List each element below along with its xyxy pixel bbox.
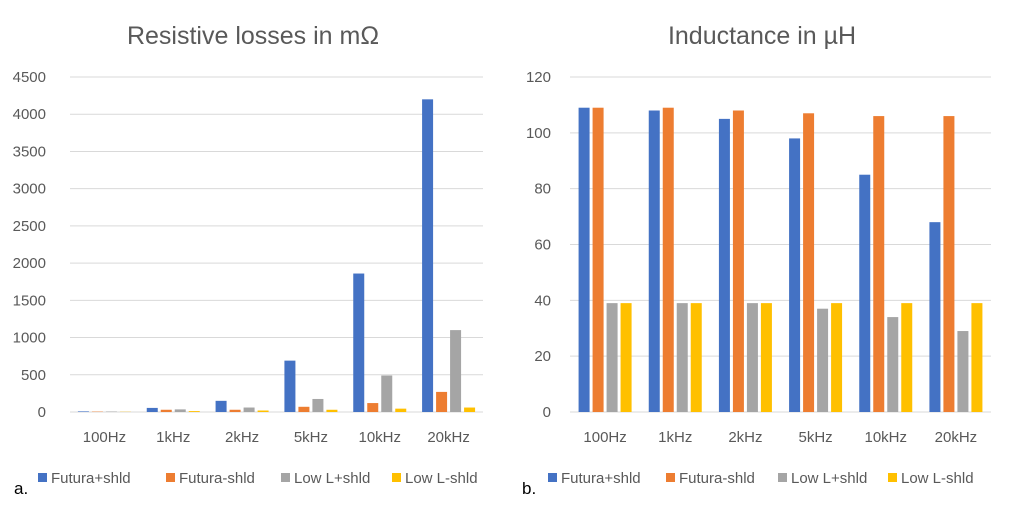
y-tick-label: 3500 bbox=[13, 143, 46, 160]
bar bbox=[901, 303, 913, 412]
bar bbox=[450, 330, 462, 412]
bar bbox=[353, 273, 365, 412]
legend-label: Low L-shld bbox=[405, 470, 478, 487]
y-tick-label: 1500 bbox=[13, 292, 46, 309]
bar bbox=[578, 107, 590, 412]
bar bbox=[284, 360, 296, 412]
bar bbox=[367, 403, 379, 412]
y-tick-label: 120 bbox=[526, 69, 551, 86]
panel-label: b. bbox=[522, 479, 536, 498]
legend-swatch bbox=[888, 473, 897, 482]
bar bbox=[817, 308, 829, 412]
x-tick-label: 100Hz bbox=[583, 429, 626, 446]
bar bbox=[803, 113, 815, 413]
bar bbox=[215, 400, 227, 412]
y-tick-label: 3000 bbox=[13, 181, 46, 198]
bar bbox=[690, 303, 702, 412]
x-tick-label: 1kHz bbox=[658, 429, 692, 446]
bar bbox=[326, 409, 338, 412]
y-tick-label: 100 bbox=[526, 125, 551, 142]
bar bbox=[188, 411, 200, 412]
x-tick-label: 1kHz bbox=[156, 429, 190, 446]
x-tick-label: 20kHz bbox=[427, 429, 470, 446]
x-tick-label: 5kHz bbox=[798, 429, 832, 446]
legend-label: Futura+shld bbox=[561, 470, 641, 487]
y-tick-label: 4500 bbox=[13, 69, 46, 86]
y-tick-label: 60 bbox=[534, 237, 551, 254]
bar bbox=[887, 317, 899, 412]
bar bbox=[718, 118, 730, 412]
bar bbox=[859, 174, 871, 412]
y-tick-label: 1000 bbox=[13, 330, 46, 347]
legend-swatch bbox=[778, 473, 787, 482]
bar bbox=[943, 116, 955, 412]
legend-label: Futura+shld bbox=[51, 470, 131, 487]
bar bbox=[789, 138, 801, 412]
legend-swatch bbox=[548, 473, 557, 482]
chart-title: Resistive losses in mΩ bbox=[127, 22, 379, 50]
bar bbox=[746, 303, 758, 412]
y-tick-label: 4000 bbox=[13, 106, 46, 123]
bar bbox=[606, 303, 618, 412]
bar bbox=[160, 409, 172, 412]
bar bbox=[243, 407, 255, 412]
bar bbox=[831, 303, 843, 412]
x-tick-label: 10kHz bbox=[864, 429, 907, 446]
bar bbox=[760, 303, 772, 412]
y-tick-label: 80 bbox=[534, 181, 551, 198]
bar bbox=[662, 107, 674, 412]
legend-label: Low L+shld bbox=[791, 470, 867, 487]
chart-resistive-losses: Resistive losses in mΩ a. 0 500 1000 1500 20… bbox=[13, 22, 483, 498]
bar bbox=[732, 110, 744, 412]
bar bbox=[174, 409, 186, 412]
bar bbox=[592, 107, 604, 412]
y-tick-label: 0 bbox=[543, 404, 551, 421]
bar bbox=[229, 409, 241, 412]
bar bbox=[312, 398, 324, 412]
y-tick-label: 500 bbox=[21, 367, 46, 384]
legend-swatch bbox=[666, 473, 675, 482]
bar bbox=[620, 303, 632, 412]
y-tick-label: 20 bbox=[534, 348, 551, 365]
bar bbox=[77, 411, 89, 412]
x-tick-label: 20kHz bbox=[935, 429, 978, 446]
legend-swatch bbox=[38, 473, 47, 482]
bar bbox=[436, 391, 448, 412]
x-tick-label: 10kHz bbox=[358, 429, 401, 446]
chart-title: Inductance in µH bbox=[668, 22, 856, 50]
bar bbox=[257, 410, 269, 412]
y-tick-label: 2000 bbox=[13, 255, 46, 272]
bar bbox=[464, 407, 476, 412]
legend-swatch bbox=[166, 473, 175, 482]
bar bbox=[395, 408, 407, 412]
bar bbox=[929, 222, 941, 412]
y-tick-label: 0 bbox=[38, 404, 46, 421]
bar bbox=[298, 406, 310, 412]
x-tick-label: 5kHz bbox=[294, 429, 328, 446]
legend-label: Low L+shld bbox=[294, 470, 370, 487]
y-tick-label: 40 bbox=[534, 292, 551, 309]
legend-label: Low L-shld bbox=[901, 470, 974, 487]
legend-swatch bbox=[281, 473, 290, 482]
legend-label: Futura-shld bbox=[179, 470, 255, 487]
bar bbox=[676, 303, 688, 412]
chart-inductance: Inductance in µH b. 0 20 40 60 80 100 120 100Hz… bbox=[522, 22, 991, 498]
bar bbox=[381, 375, 393, 412]
bar bbox=[873, 116, 885, 412]
panel-label: a. bbox=[14, 479, 28, 498]
legend-label: Futura-shld bbox=[679, 470, 755, 487]
bar bbox=[648, 110, 660, 412]
x-tick-label: 2kHz bbox=[225, 429, 259, 446]
bar bbox=[146, 407, 158, 412]
x-tick-label: 2kHz bbox=[728, 429, 762, 446]
bar bbox=[422, 99, 434, 412]
x-tick-label: 100Hz bbox=[83, 429, 126, 446]
bar bbox=[971, 303, 983, 412]
bar bbox=[957, 331, 969, 412]
y-tick-label: 2500 bbox=[13, 218, 46, 235]
legend-swatch bbox=[392, 473, 401, 482]
